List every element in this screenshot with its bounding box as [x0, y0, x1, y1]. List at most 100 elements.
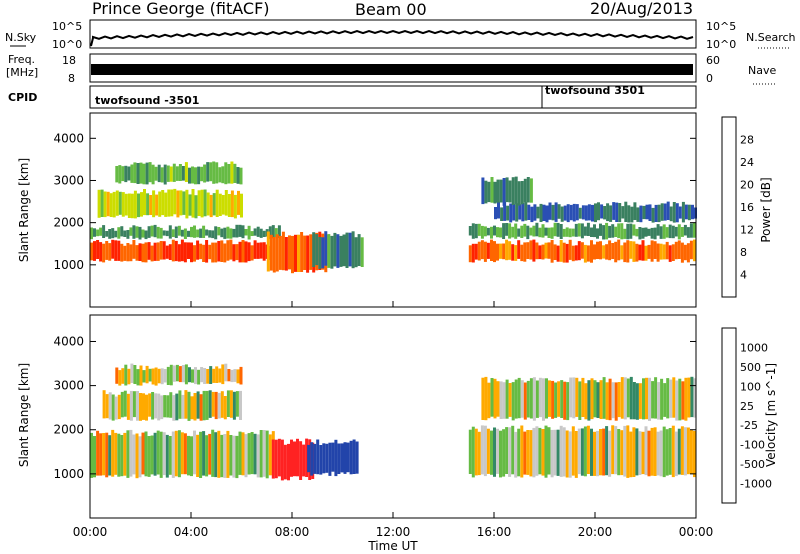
heatmap-cell — [654, 204, 658, 222]
heatmap-cell — [586, 425, 590, 474]
heatmap-cell — [674, 226, 678, 237]
heatmap-cell — [626, 240, 630, 263]
heatmap-cell — [345, 232, 349, 268]
heatmap-cell — [641, 431, 645, 475]
heatmap-cell — [226, 430, 230, 478]
heatmap-cell — [250, 245, 254, 261]
heatmap-cell — [150, 225, 154, 237]
heatmap-cell — [102, 225, 106, 238]
freq-trace — [91, 64, 693, 75]
heatmap-cell — [647, 430, 651, 477]
heatmap-cell — [471, 426, 475, 478]
heatmap-cell — [590, 227, 593, 237]
heatmap-cell — [526, 242, 530, 259]
heatmap-cell — [511, 244, 515, 261]
heatmap-cell — [665, 227, 669, 238]
heatmap-cell — [544, 242, 548, 259]
heatmap-cell — [237, 190, 240, 215]
heatmap-cell — [163, 369, 167, 383]
heatmap-cell — [172, 163, 176, 182]
heatmap-cell — [217, 241, 221, 262]
heatmap-cell — [220, 434, 224, 478]
heatmap-cell — [154, 166, 158, 181]
heatmap-cell — [208, 390, 212, 418]
velocity-ylabel: Slant Range [km] — [17, 363, 31, 467]
heatmap-cell — [118, 165, 122, 184]
heatmap-cell — [132, 240, 136, 259]
heatmap-cell — [190, 396, 194, 420]
heatmap-cell — [211, 230, 215, 239]
heatmap-cell — [239, 366, 243, 385]
heatmap-cell — [493, 427, 496, 477]
heatmap-cell — [502, 243, 506, 260]
heatmap-cell — [523, 431, 527, 475]
heatmap-cell — [90, 227, 93, 240]
heatmap-cell — [644, 227, 648, 237]
heatmap-cell — [623, 228, 627, 239]
heatmap-cell — [209, 162, 213, 182]
heatmap-cell — [157, 368, 161, 384]
heatmap-cell — [268, 226, 272, 239]
heatmap-cell — [623, 242, 627, 263]
y-tick-label: 1000 — [53, 467, 84, 481]
heatmap-cell — [538, 377, 542, 418]
heatmap-cell — [545, 378, 548, 419]
heatmap-cell — [544, 227, 548, 236]
heatmap-cell — [102, 433, 106, 476]
heatmap-cell — [244, 229, 248, 236]
heatmap-cell — [305, 438, 309, 477]
heatmap-cell — [144, 242, 148, 263]
heatmap-cell — [209, 194, 213, 218]
heatmap-cell — [490, 378, 494, 417]
heatmap-cell — [577, 428, 581, 475]
heatmap-cell — [683, 244, 687, 261]
heatmap-cell — [617, 239, 621, 261]
heatmap-cell — [627, 205, 631, 223]
heatmap-cell — [141, 229, 145, 238]
heatmap-cell — [197, 369, 201, 385]
velocity-colorbar-label: Velocity [m s^-1] — [764, 363, 778, 467]
heatmap-cell — [178, 164, 182, 181]
power-ylabel: Slant Range [km] — [17, 158, 31, 262]
heatmap-cell — [515, 203, 519, 222]
heatmap-cell — [114, 240, 118, 261]
heatmap-cell — [691, 204, 694, 220]
heatmap-cell — [163, 395, 167, 418]
heatmap-cell — [136, 391, 139, 421]
freq-tick-top: 18 — [62, 54, 76, 67]
heatmap-cell — [666, 201, 670, 220]
heatmap-cell — [284, 237, 288, 271]
heatmap-cell — [105, 432, 109, 478]
heatmap-cell — [232, 228, 236, 238]
heatmap-cell — [239, 390, 242, 420]
heatmap-cell — [145, 162, 149, 185]
heatmap-cell — [626, 425, 630, 478]
heatmap-cell — [132, 225, 136, 239]
heatmap-cell — [190, 436, 193, 477]
heatmap-cell — [523, 178, 527, 203]
heatmap-cell — [212, 368, 216, 383]
heatmap-cell — [306, 235, 310, 273]
heatmap-cell — [294, 234, 297, 272]
colorbar-frame — [721, 327, 737, 504]
heatmap-cell — [194, 167, 197, 185]
heatmap-cell — [193, 430, 196, 475]
heatmap-cell — [494, 207, 497, 220]
heatmap-cell — [554, 382, 558, 418]
heatmap-cell — [133, 365, 137, 384]
heatmap-cell — [178, 366, 182, 383]
heatmap-cell — [645, 377, 648, 420]
heatmap-cell — [577, 241, 581, 261]
heatmap-cell — [139, 162, 143, 184]
heatmap-cell — [112, 191, 116, 218]
heatmap-cell — [490, 226, 493, 239]
heatmap-cell — [136, 369, 140, 386]
heatmap-cell — [560, 206, 564, 222]
heatmap-cell — [550, 429, 554, 478]
heatmap-cell — [296, 438, 299, 477]
heatmap-cell — [193, 245, 196, 262]
y-tick-label: 2000 — [53, 216, 84, 230]
heatmap-cell — [123, 245, 127, 261]
heatmap-cell — [629, 241, 633, 259]
heatmap-cell — [480, 225, 484, 239]
